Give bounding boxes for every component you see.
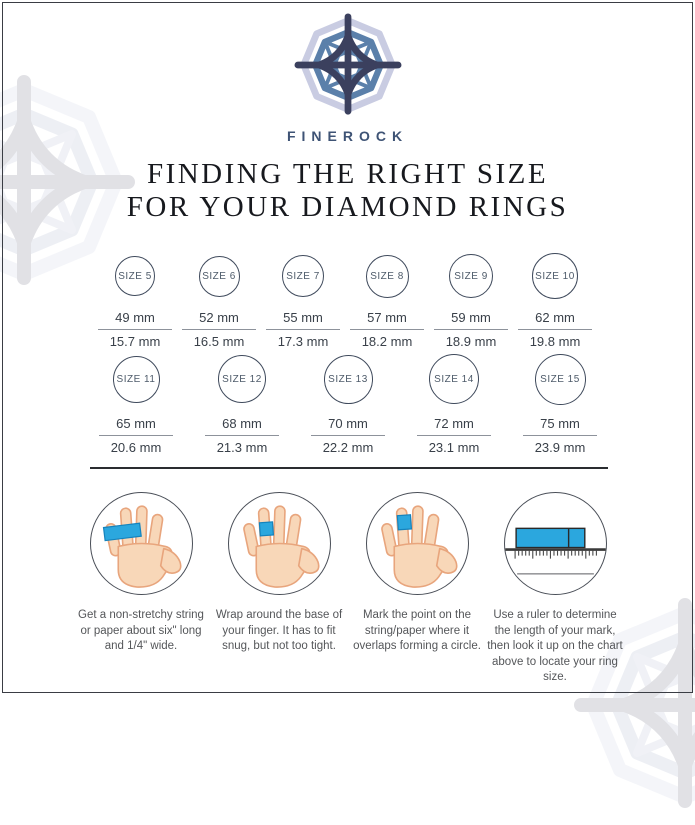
- diameter-value: 17.3 mm: [277, 334, 329, 349]
- diameter-value: 23.1 mm: [428, 440, 480, 455]
- ring-size-label: SIZE 11: [116, 373, 156, 385]
- brand-watermark-left: [0, 75, 135, 285]
- size-cell-12: SIZE 12 68 mm 21.3 mm: [194, 352, 290, 455]
- step-caption: Use a ruler to determine the length of y…: [487, 609, 623, 683]
- ring-size-circle: SIZE 5: [115, 256, 155, 296]
- measure-divider: [523, 435, 597, 436]
- size-cell-10: SIZE 10 62 mm 19.8 mm: [515, 252, 595, 349]
- diameter-value: 15.7 mm: [109, 334, 161, 349]
- ring-size-circle: SIZE 15: [534, 353, 586, 405]
- circumference-value: 75 mm: [540, 416, 580, 431]
- circumference-value: 72 mm: [434, 416, 474, 431]
- circumference-value: 49 mm: [115, 310, 155, 325]
- ring-size-label: SIZE 7: [286, 270, 320, 282]
- measuring-steps: Get a non-stretchy string or paper about…: [72, 492, 624, 686]
- measure-divider: [266, 329, 340, 330]
- ring-size-circle: SIZE 13: [323, 354, 373, 404]
- hand-wrapped-finger-icon: [227, 492, 331, 595]
- ring-size-label: SIZE 10: [535, 270, 575, 282]
- ring-size-circle: SIZE 11: [112, 355, 160, 403]
- size-chart-row-2: SIZE 11 65 mm 20.6 mm SIZE 12 68 mm 21.3…: [88, 352, 608, 455]
- step-caption: Mark the point on the string/paper where…: [353, 609, 481, 652]
- diameter-value: 23.9 mm: [534, 440, 586, 455]
- circumference-value: 59 mm: [451, 310, 491, 325]
- ring-size-label: SIZE 12: [222, 373, 262, 385]
- circumference-value: 70 mm: [328, 416, 368, 431]
- ring-size-circle: SIZE 6: [198, 255, 240, 297]
- ruler-measuring-strip-icon: [503, 492, 607, 595]
- finerock-logo-icon: [294, 13, 401, 115]
- circumference-value: 62 mm: [535, 310, 575, 325]
- ring-size-label: SIZE 9: [454, 270, 488, 282]
- ring-size-label: SIZE 6: [202, 270, 236, 282]
- measure-divider: [350, 329, 424, 330]
- diameter-value: 18.2 mm: [361, 334, 413, 349]
- measure-divider: [98, 329, 172, 330]
- diameter-value: 21.3 mm: [216, 440, 268, 455]
- ring-size-circle: SIZE 12: [218, 355, 266, 403]
- ring-size-label: SIZE 13: [328, 373, 368, 385]
- diameter-value: 18.9 mm: [445, 334, 497, 349]
- ring-size-circle: SIZE 7: [282, 255, 324, 297]
- size-cell-6: SIZE 6 52 mm 16.5 mm: [179, 252, 259, 349]
- circumference-value: 68 mm: [222, 416, 262, 431]
- size-cell-9: SIZE 9 59 mm 18.9 mm: [431, 252, 511, 349]
- size-cell-13: SIZE 13 70 mm 22.2 mm: [300, 352, 396, 455]
- circumference-value: 55 mm: [283, 310, 323, 325]
- measure-divider: [99, 435, 173, 436]
- ring-size-label: SIZE 5: [118, 270, 152, 282]
- size-cell-15: SIZE 15 75 mm 23.9 mm: [512, 352, 608, 455]
- step-2: Wrap around the base of your finger. It …: [210, 492, 348, 686]
- diameter-value: 20.6 mm: [110, 440, 162, 455]
- diameter-value: 22.2 mm: [322, 440, 374, 455]
- ring-size-label: SIZE 8: [370, 270, 404, 282]
- ring-size-circle: SIZE 9: [449, 254, 493, 298]
- size-cell-8: SIZE 8 57 mm 18.2 mm: [347, 252, 427, 349]
- size-chart-row-1: SIZE 5 49 mm 15.7 mm SIZE 6 52 mm 16.5 m…: [95, 252, 595, 349]
- ring-size-label: SIZE 15: [540, 373, 580, 385]
- measure-divider: [518, 329, 592, 330]
- measure-divider: [417, 435, 491, 436]
- step-3: Mark the point on the string/paper where…: [348, 492, 486, 686]
- size-cell-5: SIZE 5 49 mm 15.7 mm: [95, 252, 175, 349]
- size-cell-7: SIZE 7 55 mm 17.3 mm: [263, 252, 343, 349]
- measure-divider: [205, 435, 279, 436]
- circumference-value: 57 mm: [367, 310, 407, 325]
- measure-divider: [311, 435, 385, 436]
- brand-name: FINEROCK: [286, 128, 409, 144]
- page-title: FINDING THE RIGHT SIZE FOR YOUR DIAMOND …: [0, 158, 695, 224]
- circumference-value: 52 mm: [199, 310, 239, 325]
- circumference-value: 65 mm: [116, 416, 156, 431]
- hand-marked-string-icon: [365, 492, 469, 595]
- diameter-value: 19.8 mm: [529, 334, 581, 349]
- ring-size-circle: SIZE 10: [532, 253, 578, 299]
- step-1: Get a non-stretchy string or paper about…: [72, 492, 210, 686]
- diameter-value: 16.5 mm: [193, 334, 245, 349]
- page-title-line2: FOR YOUR DIAMOND RINGS: [126, 191, 569, 223]
- ring-size-label: SIZE 14: [434, 373, 474, 385]
- page-title-line1: FINDING THE RIGHT SIZE: [146, 158, 549, 190]
- step-4: Use a ruler to determine the length of y…: [486, 492, 624, 686]
- hand-with-paper-strip-icon: [89, 492, 193, 595]
- measure-divider: [182, 329, 256, 330]
- size-cell-14: SIZE 14 72 mm 23.1 mm: [406, 352, 502, 455]
- step-caption: Wrap around the base of your finger. It …: [215, 609, 343, 652]
- step-caption: Get a non-stretchy string or paper about…: [78, 609, 204, 652]
- measure-divider: [434, 329, 508, 330]
- section-divider: [90, 467, 608, 469]
- size-cell-11: SIZE 11 65 mm 20.6 mm: [88, 352, 184, 455]
- ring-size-circle: SIZE 14: [429, 354, 479, 404]
- ring-size-circle: SIZE 8: [365, 254, 409, 298]
